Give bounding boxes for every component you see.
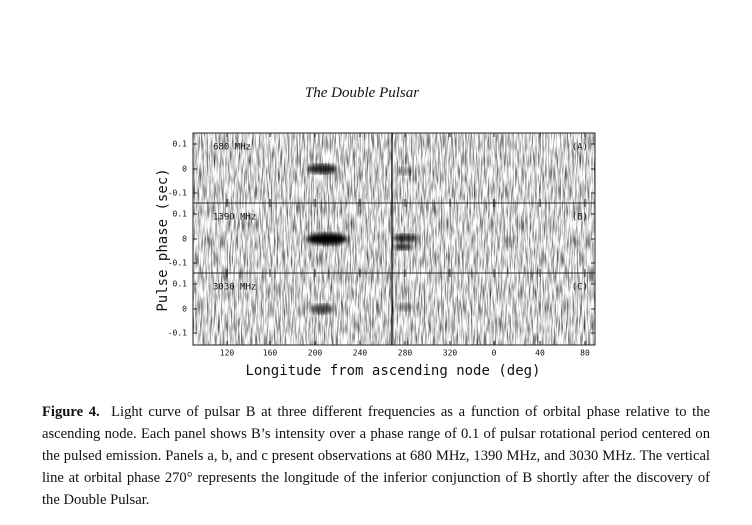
y-tick-label: 0.1 <box>173 280 188 289</box>
emission <box>398 303 412 311</box>
panel-noise <box>193 273 595 345</box>
x-tick-label: 0 <box>492 349 497 358</box>
caption: Figure 4. Light curve of pulsar B at thr… <box>42 401 710 511</box>
y-tick-label: -0.1 <box>168 329 187 338</box>
x-tick-label: 40 <box>535 349 545 358</box>
panel-noise <box>193 133 595 203</box>
emission <box>306 233 348 245</box>
y-tick-label: 0 <box>182 305 187 314</box>
panel-label: 3030 MHz <box>213 283 256 293</box>
x-tick-label: 320 <box>443 349 458 358</box>
x-tick-label: 160 <box>263 349 278 358</box>
x-tick-label: 280 <box>398 349 413 358</box>
y-axis-label: Pulse phase (sec) <box>155 168 171 311</box>
x-tick-label: 240 <box>353 349 368 358</box>
caption-text: Light curve of pulsar B at three differe… <box>42 404 711 508</box>
panel-tag: (B) <box>572 213 588 223</box>
x-tick-label: 80 <box>580 349 590 358</box>
y-tick-label: 0 <box>182 165 187 174</box>
emission <box>396 167 414 175</box>
panel-label: 680 MHz <box>213 143 251 153</box>
panels: 0.1 0 -0.1 680 MHz (A) 0.1 0 -0.1 1390 MHz (B) 0.1… <box>168 132 596 358</box>
y-tick-label: 0.1 <box>173 210 188 219</box>
emission <box>310 304 334 314</box>
y-tick-label: -0.1 <box>168 259 187 268</box>
emission <box>307 164 337 174</box>
panel-tag: (A) <box>572 143 588 153</box>
caption-label: Figure 4. <box>42 404 100 420</box>
running-title: The Double Pulsar <box>304 85 420 101</box>
emission <box>393 244 413 250</box>
y-tick-label: 0 <box>182 235 187 244</box>
y-tick-label: 0.1 <box>173 140 188 149</box>
y-tick-label: -0.1 <box>168 189 187 198</box>
emission <box>500 236 520 242</box>
emission <box>392 234 418 242</box>
x-tick-label: 120 <box>220 349 235 358</box>
x-axis-label: Longitude from ascending node (deg) <box>245 363 540 379</box>
panel-tag: (C) <box>572 283 588 293</box>
x-tick-label: 200 <box>308 349 323 358</box>
figure: 0.1 0 -0.1 680 MHz (A) 0.1 0 -0.1 1390 MHz (B) 0.1… <box>155 132 596 379</box>
panel-label: 1390 MHz <box>213 213 256 223</box>
